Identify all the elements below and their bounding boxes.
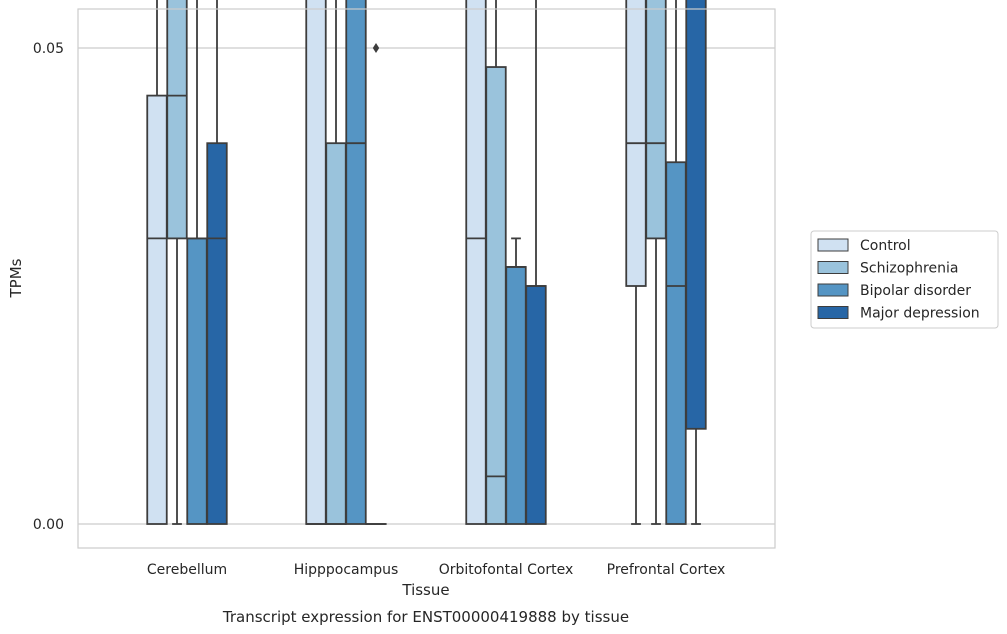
legend-label: Schizophrenia xyxy=(860,261,958,277)
x-tick-label: Orbitofontal Cortex xyxy=(439,562,574,578)
box xyxy=(645,0,667,240)
box-plot xyxy=(485,0,507,525)
box xyxy=(166,0,188,240)
legend: Control Schizophrenia Bipolar disorder Majo… xyxy=(810,230,999,329)
legend-swatch xyxy=(817,238,849,252)
box-plot xyxy=(206,0,228,525)
legend-swatch xyxy=(817,283,849,297)
box xyxy=(146,94,168,525)
box-plot xyxy=(685,0,707,525)
legend-label: Bipolar disorder xyxy=(860,283,971,299)
x-tick-label: Prefrontal Cortex xyxy=(607,562,726,578)
legend-swatch xyxy=(817,261,849,274)
box xyxy=(685,0,707,430)
y-tick-label: 0.00 xyxy=(33,517,64,533)
box-plot xyxy=(186,0,208,525)
y-axis-label: TPMs xyxy=(7,258,25,298)
box xyxy=(345,0,367,525)
legend-frame xyxy=(810,230,999,329)
box-plot xyxy=(645,0,667,525)
y-tick-label: 0.05 xyxy=(33,41,64,57)
x-tick-label: Cerebellum xyxy=(147,562,227,578)
box-plot xyxy=(625,0,647,525)
box xyxy=(305,0,327,525)
box-plot xyxy=(305,0,327,525)
x-axis-ticks: Cerebellum Hipppocampus Orbitofontal Corte… xyxy=(147,562,725,578)
outlier-point xyxy=(372,43,380,53)
box-plot xyxy=(325,0,347,525)
box-plot xyxy=(465,0,487,525)
x-axis-label: Tissue xyxy=(401,581,449,599)
plot-area-frame xyxy=(77,8,776,549)
box-plot xyxy=(505,237,527,525)
legend-label: Major depression xyxy=(860,306,980,322)
box-plot xyxy=(146,0,168,525)
box xyxy=(525,285,547,525)
box-plot xyxy=(166,0,188,525)
legend-swatch xyxy=(817,306,849,319)
x-tick-label: Hipppocampus xyxy=(294,562,399,578)
box xyxy=(186,237,208,525)
box-plots xyxy=(146,0,707,525)
box-plot xyxy=(345,0,367,525)
box xyxy=(206,142,228,525)
box xyxy=(505,266,527,525)
box-plot xyxy=(665,0,687,525)
box xyxy=(465,0,487,525)
box xyxy=(325,142,347,525)
box-plot xyxy=(525,0,547,525)
legend-label: Control xyxy=(860,238,911,254)
box xyxy=(665,161,687,525)
y-axis-ticks: 0.000.050.100.150.200.250.300.35 xyxy=(33,41,64,533)
box-plot xyxy=(365,43,387,525)
box xyxy=(485,66,507,525)
chart-caption: Transcript expression for ENST0000041988… xyxy=(222,608,629,626)
